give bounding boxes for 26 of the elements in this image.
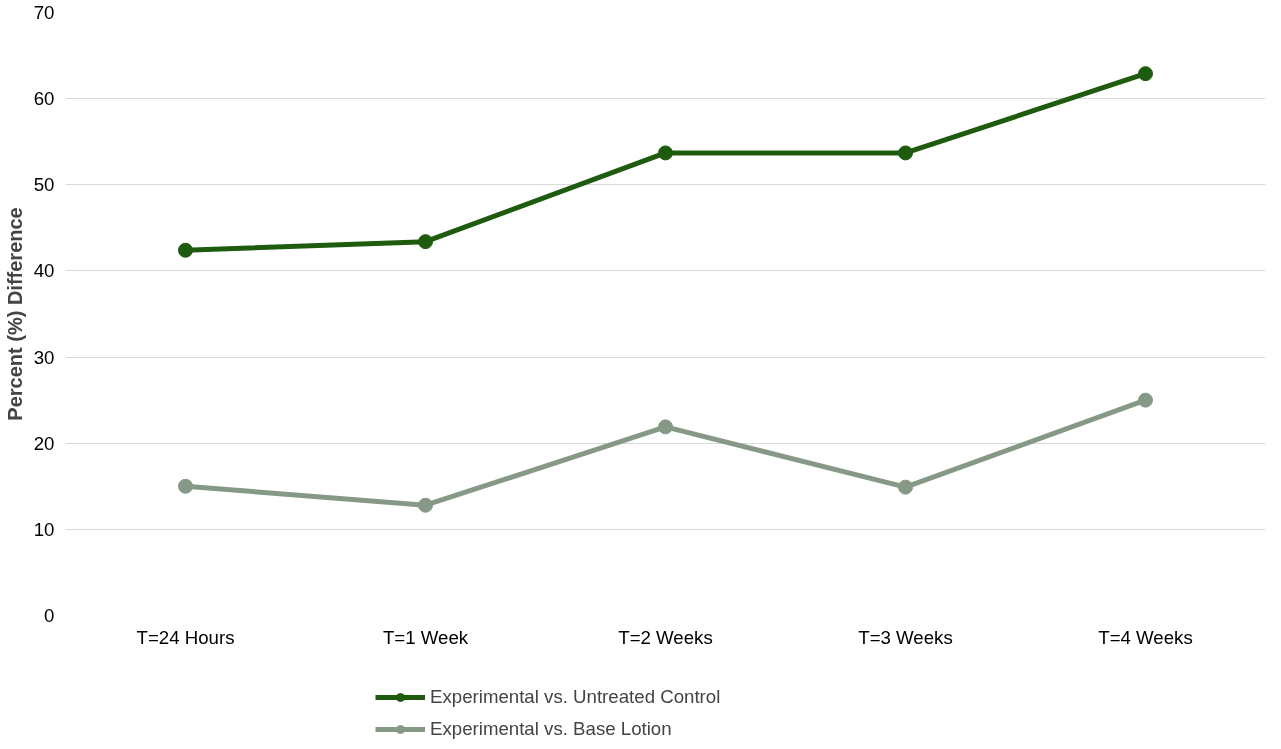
y-tick-label: 40 — [33, 260, 55, 282]
x-tick-label: T=24 Hours — [136, 626, 235, 648]
x-tick-label: T=4 Weeks — [1098, 626, 1193, 648]
point — [1138, 66, 1153, 82]
y-tick-label: 10 — [33, 518, 55, 540]
point — [178, 242, 193, 258]
y-tick-label: 60 — [33, 88, 55, 110]
legend-label: Experimental vs. Base Lotion — [430, 718, 672, 740]
point — [178, 478, 193, 494]
point — [418, 497, 433, 513]
point — [898, 479, 913, 495]
y-tick-label: 50 — [33, 174, 55, 196]
x-tick-label: T=1 Week — [382, 626, 469, 648]
point — [658, 145, 673, 161]
y-axis-title: Percent (%) Difference — [3, 207, 26, 421]
point — [1138, 392, 1153, 408]
point — [898, 145, 913, 161]
y-tick-label: 70 — [33, 2, 55, 23]
y-tick-label: 20 — [33, 432, 55, 454]
point — [658, 419, 673, 435]
y-tick-label: 30 — [33, 346, 55, 368]
point — [418, 234, 433, 250]
legend-label: Experimental vs. Untreated Control — [430, 686, 721, 708]
x-tick-label: T=2 Weeks — [618, 626, 713, 648]
x-tick-label: T=3 Weeks — [858, 626, 953, 648]
y-tick-label: 0 — [44, 605, 55, 626]
